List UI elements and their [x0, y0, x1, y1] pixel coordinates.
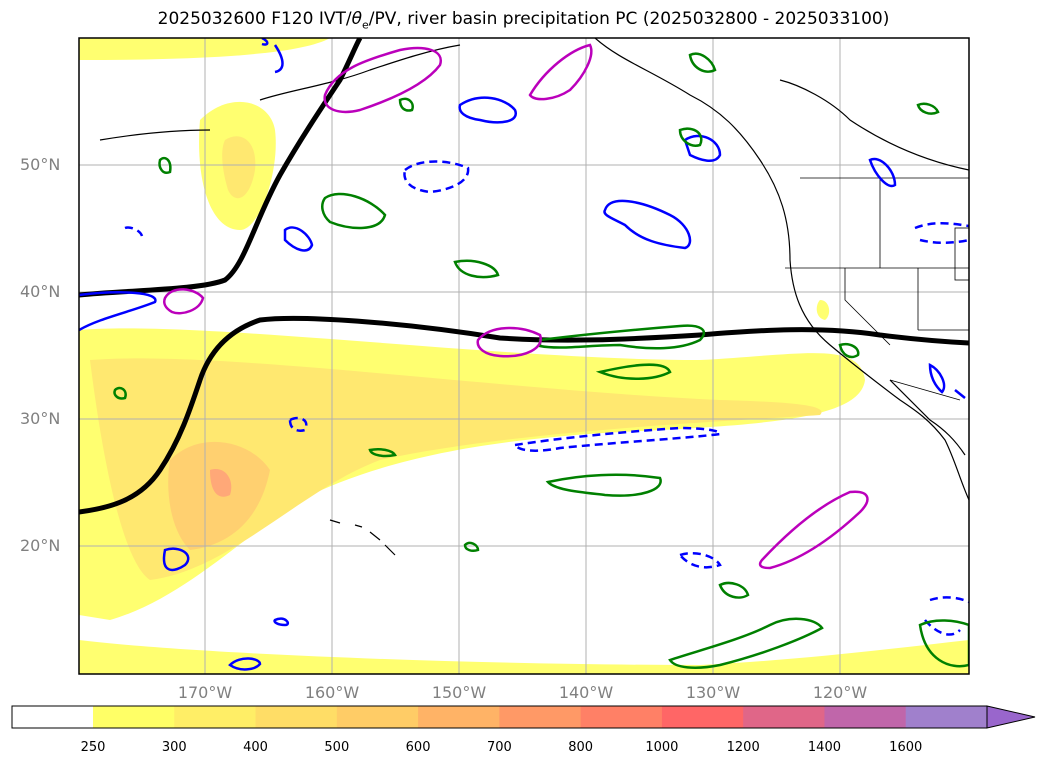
jet-contour — [79, 38, 969, 515]
colorbar-extend-arrow — [986, 705, 1036, 729]
colorbar-segment — [824, 706, 907, 728]
colorbar-frame — [11, 705, 987, 729]
colorbar-segment — [418, 706, 500, 728]
colorbar-tick-label: 1000 — [645, 740, 679, 755]
precip-contours — [163, 43, 869, 570]
colorbar-segment — [174, 706, 257, 728]
colorbar-tick-label: 1600 — [889, 740, 923, 755]
colorbar-segment — [93, 706, 175, 728]
colorbar-tick-label: 1400 — [807, 740, 841, 755]
lon-label-140w: 140°W — [558, 683, 614, 702]
map-frame — [78, 37, 970, 675]
colorbar-tick-label: 300 — [161, 740, 187, 755]
map-title: 2025032600 F120 IVT/θe/PV, river basin p… — [157, 9, 890, 32]
pv-contours — [113, 52, 969, 669]
colorbar-tick-label: 1200 — [726, 740, 760, 755]
colorbar-segment — [743, 706, 825, 728]
colorbar-segment — [255, 706, 338, 728]
lon-label-120w: 120°W — [812, 683, 868, 702]
lon-label-160w: 160°W — [304, 683, 360, 702]
lat-label-30n: 30°N — [20, 409, 61, 428]
colorbar-segment — [661, 706, 744, 728]
lat-label-50n: 50°N — [20, 155, 61, 174]
lon-label-170w: 170°W — [177, 683, 233, 702]
theta-e-contours — [79, 38, 966, 671]
colorbar-segment — [499, 706, 582, 728]
colorbar-segment — [905, 706, 988, 728]
colorbar-tick-label: 500 — [324, 740, 350, 755]
ivt-shading — [79, 38, 969, 674]
colorbar-segment — [580, 706, 663, 728]
colorbar-tick-label: 800 — [568, 740, 594, 755]
colorbar-tick-label: 700 — [486, 740, 512, 755]
lat-label-20n: 20°N — [20, 536, 61, 555]
gridlines — [79, 38, 969, 674]
colorbar-tick-label: 600 — [405, 740, 431, 755]
lon-label-130w: 130°W — [685, 683, 741, 702]
lon-label-150w: 150°W — [431, 683, 487, 702]
colorbar-tick-label: 400 — [243, 740, 268, 755]
colorbar-tick-label: 250 — [80, 740, 106, 755]
colorbar — [11, 705, 1036, 729]
colorbar-segment — [336, 706, 419, 728]
colorbar-segment-below — [12, 706, 93, 728]
lat-label-40n: 40°N — [20, 282, 61, 301]
political-boundaries — [785, 177, 969, 401]
